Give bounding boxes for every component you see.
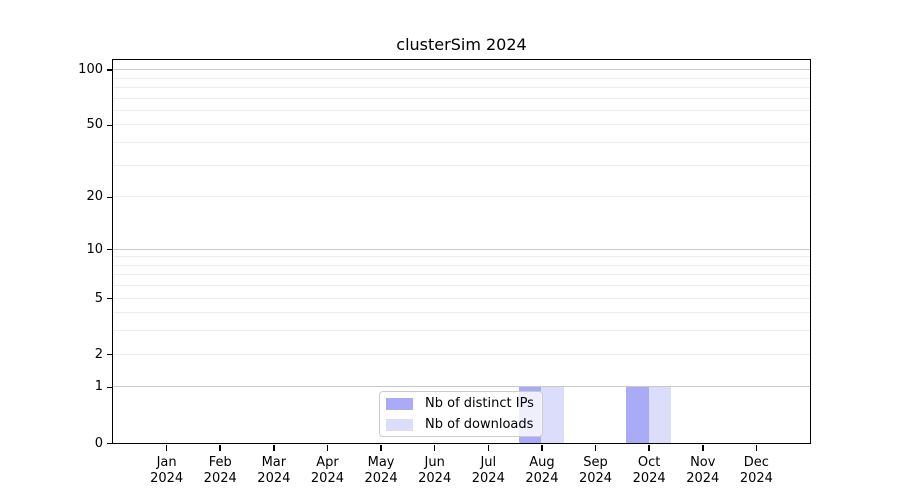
bar-downloads (541, 386, 564, 443)
plot-area (111, 58, 811, 444)
gridline-minor (112, 87, 810, 89)
gridline-minor (112, 97, 810, 99)
legend-entry-distinct-ips: Nb of distinct IPs (386, 394, 542, 413)
gridline-minor (112, 196, 810, 198)
bar-distinct-ips (626, 386, 649, 443)
x-axis-tick (165, 445, 168, 451)
x-axis-tick-label: Mar 2024 (257, 454, 291, 486)
x-axis-tick (326, 445, 329, 451)
x-axis-tick (541, 445, 543, 451)
y-axis-tick-label: 10 (86, 241, 103, 257)
y-axis-tick (107, 353, 113, 356)
y-axis-tick (107, 386, 113, 389)
legend: Nb of distinct IPs Nb of downloads (379, 391, 543, 437)
y-axis-tick (107, 124, 113, 127)
x-axis-tick (273, 445, 275, 451)
x-axis-tick-label: Dec 2024 (739, 454, 773, 486)
x-axis-tick-label: Nov 2024 (686, 454, 720, 486)
x-axis-tick (433, 445, 436, 451)
gridline-minor (112, 353, 810, 355)
x-axis-tick (219, 445, 221, 451)
chart-title: clusterSim 2024 (396, 35, 527, 54)
y-axis-tick (107, 196, 113, 198)
gridline-minor (112, 264, 810, 266)
y-axis-tick-label: 1 (94, 379, 103, 395)
x-axis-tick-label: Jan 2024 (150, 454, 184, 486)
y-axis-tick-label: 0 (94, 435, 103, 451)
x-axis-tick (648, 445, 650, 451)
x-axis-tick (755, 445, 758, 451)
x-axis-tick-label: Sep 2024 (578, 454, 613, 486)
legend-swatch-downloads-icon (386, 418, 413, 431)
legend-entry-downloads: Nb of downloads (386, 415, 542, 434)
x-axis-tick-label: Apr 2024 (310, 454, 344, 486)
y-axis-tick-label: 5 (94, 290, 103, 306)
y-axis-tick (107, 248, 113, 251)
x-axis-tick-label: May 2024 (364, 454, 398, 486)
gridline-minor (112, 124, 810, 126)
y-axis-tick (107, 69, 113, 71)
x-axis-tick (487, 445, 490, 451)
x-axis-tick (594, 445, 597, 451)
legend-label-distinct-ips: Nb of distinct IPs (425, 396, 534, 411)
x-axis-tick-label: Jun 2024 (418, 454, 452, 486)
gridline-minor (112, 274, 810, 276)
x-axis-tick (702, 445, 704, 451)
gridline-major (112, 386, 810, 388)
gridline-minor (112, 312, 810, 314)
y-axis-tick (107, 297, 113, 300)
gridline-minor (112, 77, 810, 79)
y-axis-tick-label: 20 (86, 189, 103, 205)
x-axis-tick (380, 445, 382, 451)
gridline-minor (112, 164, 810, 166)
x-axis-tick-label: Oct 2024 (632, 454, 666, 486)
x-axis-tick-label: Jul 2024 (471, 454, 505, 486)
gridline-major (112, 69, 810, 71)
gridline-minor (112, 110, 810, 111)
y-axis-tick (107, 442, 113, 445)
legend-swatch-distinct-ips-icon (386, 397, 413, 410)
y-axis-tick-label: 100 (78, 62, 103, 78)
gridline-minor (112, 330, 810, 332)
x-axis-tick-label: Feb 2024 (203, 454, 237, 486)
legend-label-downloads: Nb of downloads (425, 417, 534, 432)
y-axis-tick-label: 50 (86, 117, 103, 133)
gridline-major (112, 248, 810, 250)
y-axis-tick-label: 2 (94, 346, 103, 362)
gridline-minor (112, 297, 810, 299)
x-axis-tick-label: Aug 2024 (525, 454, 559, 486)
gridline-minor (112, 256, 810, 258)
bar-downloads (648, 386, 672, 443)
gridline-minor (112, 142, 810, 144)
gridline-minor (112, 285, 810, 287)
